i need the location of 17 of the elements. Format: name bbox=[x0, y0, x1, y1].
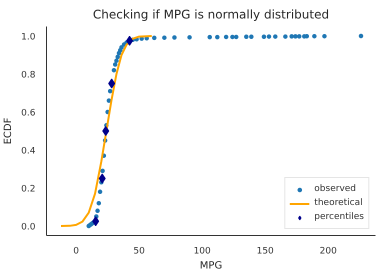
y-tick-label: 1.0 bbox=[21, 32, 36, 42]
x-axis-title: MPG bbox=[200, 260, 222, 272]
y-tick-label: 0.2 bbox=[21, 184, 36, 194]
chart-title: Checking if MPG is normally distributed bbox=[92, 8, 330, 22]
x-tick-label: 0 bbox=[73, 246, 80, 256]
y-tick-label: 0.6 bbox=[21, 108, 36, 118]
legend-label: observed bbox=[314, 183, 356, 196]
y-axis-title: ECDF bbox=[3, 117, 14, 144]
x-tick-label: 50 bbox=[133, 246, 146, 256]
y-tick-label: 0.8 bbox=[21, 70, 36, 80]
y-tick-label: 0.0 bbox=[21, 222, 36, 232]
x-tick-label: 100 bbox=[194, 246, 212, 256]
legend-label: percentiles bbox=[314, 211, 364, 224]
y-tick-label: 0.4 bbox=[21, 146, 36, 156]
x-tick-label: 200 bbox=[320, 246, 338, 256]
legend-label: theoretical bbox=[314, 197, 363, 210]
x-tick-label: 150 bbox=[256, 246, 274, 256]
